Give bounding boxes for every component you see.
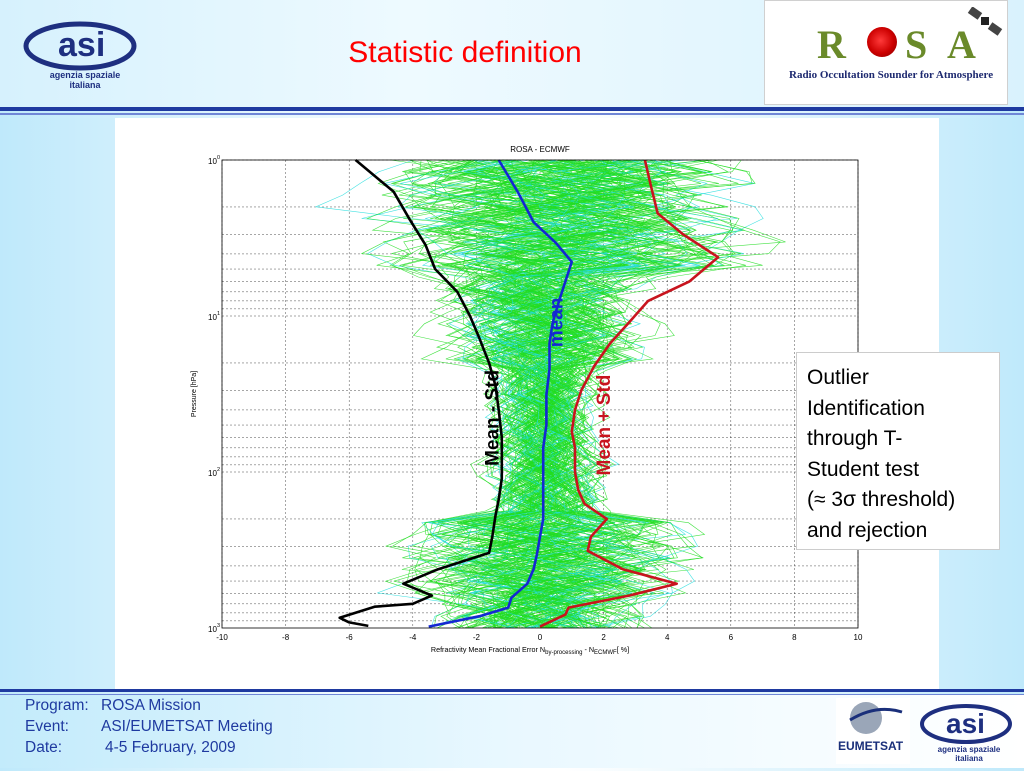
outlier-profile-line: [492, 159, 697, 629]
outlier-profile-line: [430, 159, 645, 629]
footer-rule: [0, 689, 1024, 692]
outlier-profile-line: [493, 159, 664, 629]
satellite-icon: [967, 7, 1003, 36]
outlier-note-line: and rejection: [807, 518, 928, 542]
outlier-profile-line: [400, 159, 639, 629]
asi-logo-line1: agenzia spaziale: [50, 70, 121, 80]
curve-label-mean: mean: [546, 298, 567, 348]
outlier-profile-line: [360, 159, 660, 629]
x-tick-label: 2: [601, 633, 606, 642]
eumetsat-globe-icon: [849, 702, 903, 734]
y-axis-label: Pressure [hPa]: [191, 371, 198, 417]
asi-footer-line2: italiana: [955, 754, 983, 763]
slide-title: Statistic definition: [348, 36, 582, 69]
header-rule: [0, 107, 1024, 111]
y-tick-label: 10: [208, 469, 217, 478]
footer-event-label: Event:: [25, 718, 69, 735]
footer-date-label: Date:: [25, 739, 63, 756]
footer-date: Date: 4-5 February, 2009: [25, 739, 236, 757]
outlier-profile-line: [371, 159, 674, 629]
outlier-profile-line: [439, 159, 641, 629]
x-tick-label: -4: [409, 633, 417, 642]
curve-label-mean-std: Mean - Std: [483, 370, 504, 466]
outlier-note-line: Student test: [807, 457, 920, 481]
outlier-profile-line: [461, 159, 671, 629]
outlier-profile-line: [488, 159, 729, 629]
y-tick-label: 10: [208, 313, 217, 322]
y-tick-exponent: 1: [217, 311, 220, 317]
outlier-profile-line: [462, 159, 633, 629]
outlier-profile-line: [469, 159, 709, 629]
x-tick-label: -6: [346, 633, 354, 642]
footer-program-label: Program:: [25, 697, 89, 714]
y-tick-exponent: 2: [217, 467, 220, 473]
outlier-profile-line: [447, 159, 678, 629]
footer-rule-thin: [0, 694, 1024, 695]
outlier-note-line: Outlier: [807, 366, 869, 389]
outlier-note-box: Outlier Identification through T- Studen…: [796, 352, 1000, 550]
x-tick-label: -2: [473, 633, 481, 642]
x-axis-label: Refractivity Mean Fractional Error Nby-p…: [431, 645, 629, 656]
footer-event-value: ASI/EUMETSAT Meeting: [101, 718, 273, 735]
y-tick-exponent: 0: [217, 155, 220, 161]
asi-logo-footer: asi agenzia spaziale italiana: [916, 700, 1022, 766]
series-line-mean-std: [338, 159, 504, 628]
rosa-logo: R S A Radio Occultation Sounder for Atmo…: [764, 0, 1008, 105]
header-rule-thin: [0, 113, 1024, 115]
outlier-profile-line: [433, 159, 646, 629]
outlier-profile-line: [460, 159, 615, 629]
chart-title: ROSA - ECMWF: [510, 145, 570, 154]
rosa-logo-subtitle: Radio Occultation Sounder for Atmosphere: [789, 69, 994, 81]
asi-logo-line2: italiana: [69, 80, 101, 90]
outlier-profile-line: [465, 159, 695, 629]
outlier-note-line: Identification: [807, 396, 925, 420]
y-tick-label: 10: [208, 157, 217, 166]
x-tick-label: 0: [538, 633, 543, 642]
x-tick-label: -10: [216, 633, 228, 642]
rosa-logo-sa: S A: [905, 22, 982, 67]
outlier-profile-line: [397, 159, 606, 629]
rosa-logo-red-dot: [867, 27, 897, 57]
series-line-mean-std: [539, 159, 720, 628]
eumetsat-logo: EUMETSAT: [836, 698, 910, 764]
outlier-profile-line: [471, 159, 734, 629]
svg-text:asi: asi: [946, 708, 985, 739]
svg-text:asi: asi: [58, 26, 105, 64]
x-tick-label: 8: [792, 633, 797, 642]
x-tick-label: 4: [665, 633, 670, 642]
eumetsat-logo-text: EUMETSAT: [838, 739, 904, 753]
footer-date-value: 4-5 February, 2009: [105, 739, 236, 756]
x-tick-label: 6: [729, 633, 734, 642]
x-tick-label: -8: [282, 633, 290, 642]
outlier-note-text: Outlier Identification through T- Studen…: [807, 363, 955, 546]
y-tick-label: 10: [208, 625, 217, 634]
asi-logo: asi agenzia spaziale italiana: [22, 16, 148, 92]
footer-program: Program: ROSA Mission: [25, 697, 201, 715]
outlier-note-line: through T-: [807, 427, 903, 450]
footer-program-value: ROSA Mission: [101, 697, 201, 714]
x-tick-label: 10: [854, 633, 863, 642]
outlier-profile-line: [453, 159, 623, 629]
outlier-profile-line: [436, 159, 707, 629]
outlier-note-line: (≈ 3σ threshold): [807, 488, 956, 511]
outlier-profile-line: [443, 159, 660, 629]
footer-event: Event: ASI/EUMETSAT Meeting: [25, 718, 273, 736]
outlier-profile-line: [455, 159, 756, 629]
outlier-profile-line: [472, 159, 744, 629]
asi-footer-line1: agenzia spaziale: [938, 745, 1001, 754]
outlier-profile-line: [411, 159, 629, 629]
rosa-logo-r: R: [817, 22, 852, 67]
series-line-mean: [428, 159, 574, 628]
y-tick-exponent: 3: [217, 623, 220, 629]
curve-label-mean-std: Mean + Std: [594, 375, 615, 476]
